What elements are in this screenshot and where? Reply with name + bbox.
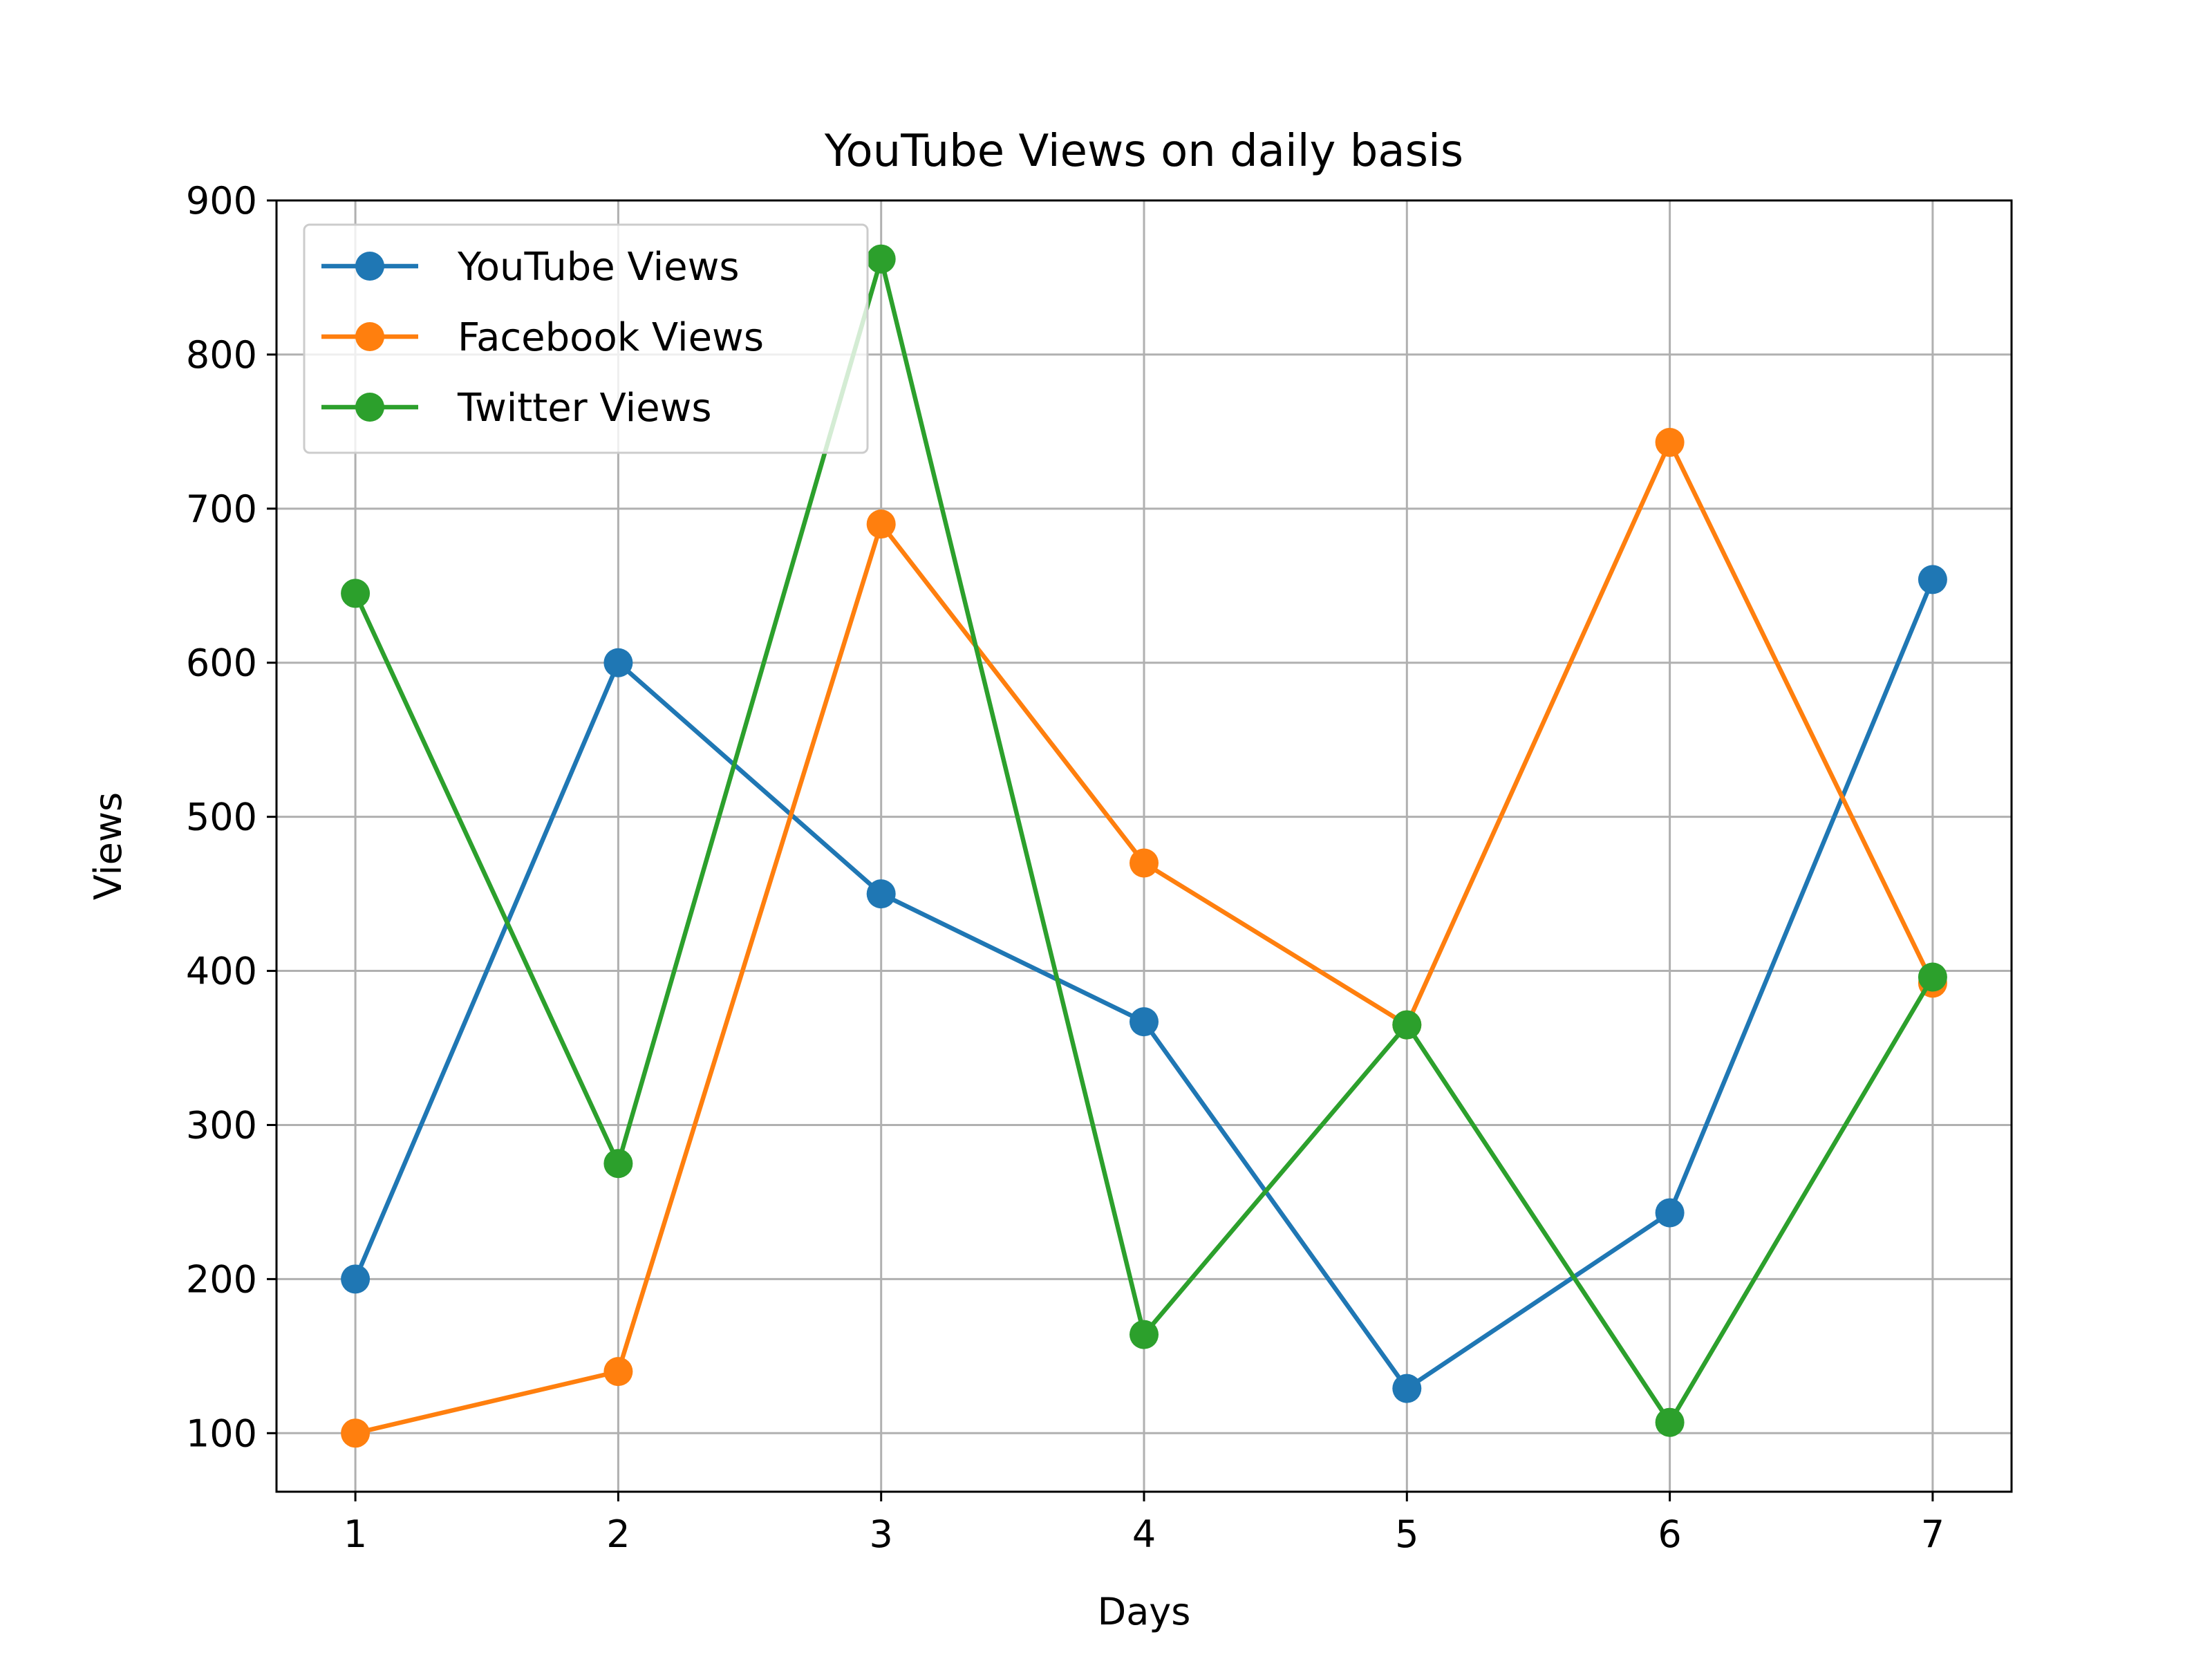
- data-point: [1918, 962, 1947, 992]
- data-point: [603, 1149, 633, 1179]
- chart-title: YouTube Views on daily basis: [824, 126, 1463, 177]
- legend-entry-label: Facebook Views: [458, 315, 764, 360]
- x-tick-label: 6: [1658, 1512, 1681, 1556]
- legend-entry-label: YouTube Views: [457, 245, 740, 290]
- legend-marker-swatch: [355, 393, 384, 422]
- data-point: [1130, 1007, 1159, 1037]
- data-point: [866, 879, 896, 909]
- data-point: [341, 1418, 371, 1448]
- y-tick-label: 800: [186, 333, 257, 377]
- legend: YouTube Views Facebook Views Twitter Views: [303, 223, 869, 454]
- y-tick-label: 700: [186, 487, 257, 531]
- legend-entry-label: Twitter Views: [457, 386, 712, 431]
- y-tick-label: 600: [186, 641, 257, 685]
- x-axis-label: Days: [1098, 1590, 1191, 1633]
- data-point: [603, 1357, 633, 1387]
- series-3: [341, 244, 1947, 1437]
- x-tick-label: 4: [1132, 1512, 1156, 1556]
- y-tick-label: 900: [186, 179, 257, 223]
- data-point: [866, 509, 896, 539]
- data-point: [1392, 1374, 1422, 1403]
- data-point: [1655, 1198, 1685, 1228]
- y-tick-label: 500: [186, 796, 257, 839]
- data-point: [1130, 848, 1159, 878]
- data-point: [1392, 1010, 1422, 1040]
- x-tick-label: 3: [870, 1512, 893, 1556]
- data-point: [1655, 427, 1685, 457]
- legend-box: [303, 223, 869, 454]
- data-point: [1655, 1407, 1685, 1437]
- data-point: [1918, 565, 1947, 594]
- x-tick-label: 7: [1921, 1512, 1944, 1556]
- legend-marker-swatch: [355, 322, 384, 351]
- data-point: [341, 579, 371, 608]
- series-1: [341, 565, 1947, 1403]
- legend-marker-swatch: [355, 252, 384, 281]
- y-tick-label: 400: [186, 950, 257, 993]
- grid: [276, 199, 2012, 1492]
- x-tick-label: 2: [606, 1512, 630, 1556]
- y-tick-label: 100: [186, 1412, 257, 1455]
- x-tick-label: 5: [1395, 1512, 1418, 1556]
- data-point: [341, 1264, 371, 1294]
- data-point: [1130, 1320, 1159, 1349]
- data-point: [603, 648, 633, 677]
- x-tick-label: 1: [344, 1512, 367, 1556]
- y-tick-label: 300: [186, 1103, 257, 1147]
- y-axis-label: Views: [86, 792, 130, 900]
- data-point: [866, 244, 896, 274]
- y-tick-label: 200: [186, 1257, 257, 1301]
- series-lines: [341, 244, 1947, 1448]
- axis-ticks: 1 2 3 4 5 6 7 100 200 300 400 500 600 700 800 900: [186, 179, 1944, 1556]
